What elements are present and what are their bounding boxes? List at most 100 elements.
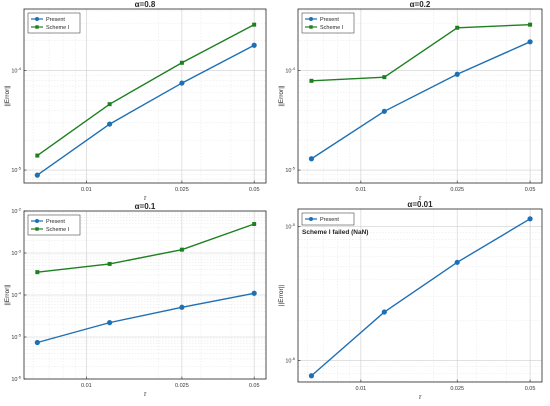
chart-title: α=0.8 bbox=[135, 0, 156, 9]
legend-marker bbox=[35, 227, 39, 231]
y-tick-label: 10-4 bbox=[285, 66, 295, 75]
data-point bbox=[107, 261, 112, 266]
data-point bbox=[455, 25, 460, 30]
series-line-1 bbox=[36, 44, 255, 176]
data-point bbox=[251, 290, 257, 296]
legend-label: Present bbox=[46, 219, 65, 225]
legend: Present Scheme I bbox=[27, 12, 81, 34]
data-point bbox=[107, 102, 112, 107]
x-axis-label: τ bbox=[144, 195, 147, 202]
chart-panel-1: 0.01 0.025 0.05 10-5 10-4 α=0.8 τ ||Error|| Pres… bbox=[4, 0, 267, 202]
data-point bbox=[252, 22, 257, 27]
legend-marker bbox=[35, 25, 39, 29]
data-point bbox=[179, 60, 184, 65]
data-point bbox=[34, 339, 40, 346]
data-point bbox=[527, 216, 533, 222]
x-tick-label: 0.025 bbox=[175, 187, 189, 193]
legend-marker bbox=[35, 17, 39, 21]
data-point bbox=[251, 42, 257, 48]
chart-title: α=0.2 bbox=[410, 0, 431, 9]
legend-label: Scheme I bbox=[320, 25, 344, 31]
x-axis-label: τ bbox=[419, 394, 422, 401]
legend: Present bbox=[301, 212, 355, 226]
legend: Present Scheme I bbox=[301, 12, 355, 34]
y-tick-label: 10-6 bbox=[11, 375, 21, 384]
chart-panel-3: 0.01 0.025 0.05 10-6 10-5 10-4 10-3 10-2 α=0.1 τ |… bbox=[4, 202, 267, 398]
data-point bbox=[454, 259, 460, 265]
chart-annotation: Scheme I failed (NaN) bbox=[302, 229, 368, 236]
plot-area bbox=[298, 9, 542, 183]
y-tick-label: 10-4 bbox=[11, 291, 21, 300]
y-tick-label: 10-5 bbox=[11, 166, 21, 175]
series-line-1 bbox=[310, 218, 531, 377]
legend-box bbox=[301, 12, 355, 34]
x-tick-label: 0.05 bbox=[249, 187, 260, 193]
data-point bbox=[454, 71, 460, 77]
y-tick-label: 10-4 bbox=[11, 66, 21, 75]
data-point bbox=[308, 156, 315, 162]
x-tick-label: 0.01 bbox=[356, 386, 367, 392]
data-point bbox=[107, 121, 113, 127]
y-axis-label: ||Error|| bbox=[4, 85, 11, 107]
y-tick-label: 10-3 bbox=[11, 249, 21, 258]
series-line-1 bbox=[311, 41, 531, 160]
legend-marker bbox=[309, 25, 313, 29]
legend-box bbox=[27, 214, 81, 236]
y-tick-label: 10-5 bbox=[11, 333, 21, 342]
y-tick-label: 10-6 bbox=[285, 356, 295, 365]
x-tick-label: 0.01 bbox=[81, 383, 92, 389]
data-point bbox=[179, 247, 184, 252]
chart-panel-4: 0.01 0.025 0.05 10-6 10-5 α=0.01 τ ||Error|| Pre… bbox=[278, 200, 543, 401]
data-point bbox=[308, 373, 315, 379]
series-line-2 bbox=[311, 23, 531, 82]
chart-title: α=0.01 bbox=[407, 200, 433, 209]
data-point bbox=[309, 78, 314, 83]
data-point bbox=[528, 22, 533, 27]
legend-box bbox=[301, 212, 355, 226]
axes-box bbox=[297, 208, 543, 383]
data-point bbox=[35, 153, 40, 158]
chart-panel-2: 0.01 0.025 0.05 10-5 10-4 α=0.2 τ ||Error|| Pres… bbox=[278, 0, 543, 202]
series-line-2 bbox=[37, 223, 255, 273]
data-point bbox=[107, 320, 113, 326]
legend: Present Scheme I bbox=[27, 214, 81, 236]
x-tick-label: 0.01 bbox=[356, 187, 367, 193]
data-point bbox=[527, 39, 533, 45]
y-axis-label: ||Error|| bbox=[4, 284, 11, 306]
plot-area bbox=[24, 9, 266, 183]
y-axis-label: ||Error|| bbox=[278, 285, 285, 307]
series-line-1 bbox=[37, 292, 255, 344]
data-point bbox=[179, 304, 185, 310]
x-axis-label: τ bbox=[419, 195, 422, 202]
legend-label: Scheme I bbox=[46, 227, 70, 233]
plot-area bbox=[298, 209, 542, 382]
data-point bbox=[381, 309, 387, 315]
x-tick-label: 0.05 bbox=[525, 386, 536, 392]
x-axis-label: τ bbox=[144, 391, 147, 398]
data-point bbox=[381, 108, 387, 114]
y-tick-label: 10-5 bbox=[285, 222, 295, 231]
data-point bbox=[34, 172, 40, 178]
data-point bbox=[252, 222, 257, 227]
data-point bbox=[179, 80, 185, 86]
legend-marker bbox=[309, 17, 313, 21]
series-line-2 bbox=[36, 24, 255, 157]
legend-box bbox=[27, 12, 81, 34]
axes-box bbox=[297, 8, 543, 184]
x-tick-label: 0.05 bbox=[249, 383, 260, 389]
y-axis-label: ||Error|| bbox=[278, 85, 285, 107]
legend-label: Present bbox=[320, 217, 339, 223]
x-tick-label: 0.025 bbox=[450, 187, 464, 193]
x-tick-label: 0.01 bbox=[81, 187, 92, 193]
chart-title: α=0.1 bbox=[135, 202, 156, 211]
x-tick-label: 0.025 bbox=[175, 383, 189, 389]
x-tick-label: 0.05 bbox=[525, 187, 536, 193]
legend-marker bbox=[35, 219, 39, 223]
data-point bbox=[35, 270, 40, 275]
legend-label: Scheme I bbox=[46, 25, 70, 31]
data-point bbox=[382, 75, 387, 80]
legend-marker bbox=[309, 217, 313, 221]
axes-box bbox=[23, 8, 267, 184]
y-tick-label: 10-5 bbox=[285, 166, 295, 175]
